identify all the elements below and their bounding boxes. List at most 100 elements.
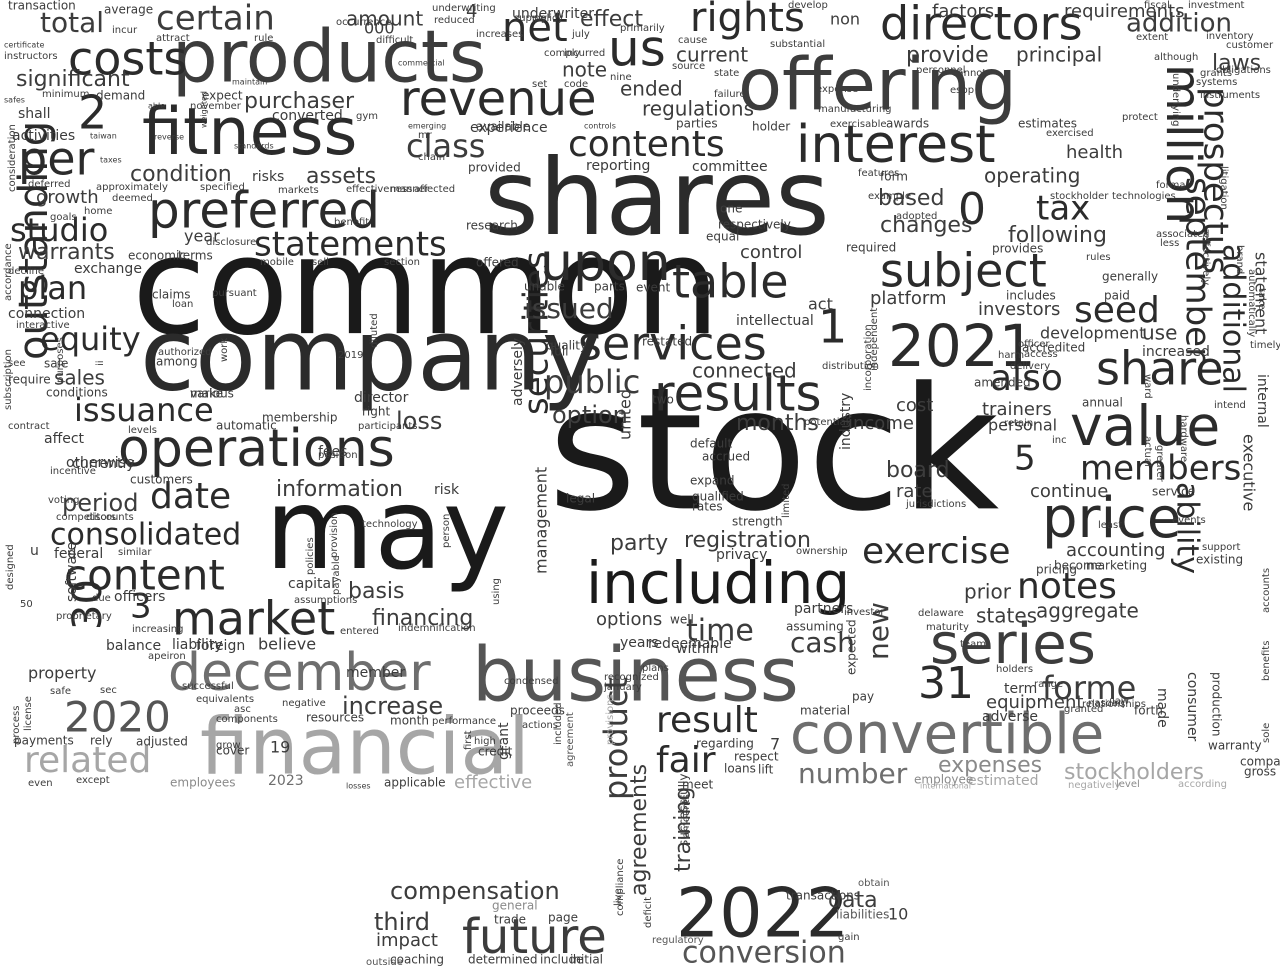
word-2023: 2023: [268, 773, 304, 789]
word-automatic: automatic: [216, 419, 277, 433]
word-include: include: [540, 953, 583, 967]
word-section: section: [384, 257, 420, 268]
word-according: according: [1178, 779, 1227, 790]
word-increased: increased: [1142, 344, 1210, 360]
word-amount: amount: [346, 7, 423, 31]
word-person: person: [441, 514, 452, 548]
word-lift: lift: [758, 763, 774, 777]
word-transaction: transaction: [8, 0, 76, 13]
word-respect: respect: [734, 750, 779, 764]
word-risks: risks: [252, 169, 284, 185]
word-proprietary: proprietary: [56, 611, 112, 622]
word-manufacturing: manufacturing: [818, 104, 892, 115]
word-fair: fair: [656, 740, 716, 781]
word-continue: continue: [1030, 481, 1108, 502]
word-investment: investment: [1188, 0, 1245, 11]
word-investor: investor: [844, 607, 885, 618]
word-outside: outside: [366, 957, 403, 968]
word-forth: forth: [1134, 704, 1163, 718]
word-stockholder: stockholder: [1050, 191, 1109, 202]
word-production: production: [1210, 672, 1224, 736]
word-forme: forme: [1042, 669, 1136, 707]
word-apeiron: apeiron: [148, 651, 186, 662]
word-1: 1: [818, 300, 847, 354]
word-markets: markets: [278, 185, 319, 196]
word-applicable: applicable: [384, 776, 446, 790]
word-loss: loss: [396, 407, 442, 435]
word-consumer: consumer: [1184, 672, 1200, 742]
word-share: share: [1096, 342, 1224, 396]
word-industry: industry: [838, 393, 854, 450]
word-equivalents: equivalents: [196, 694, 254, 705]
word-retain: retain: [1004, 418, 1033, 429]
word-contract: contract: [8, 421, 50, 432]
word-approximately: approximately: [96, 182, 168, 193]
word-customer: customer: [1226, 40, 1274, 51]
word-equal: equal: [706, 230, 739, 244]
word-successful: successful: [182, 681, 234, 692]
word-estimates: estimates: [1018, 117, 1077, 131]
word-adversely: adversely: [510, 338, 526, 406]
word-gross: gross: [1244, 765, 1276, 779]
word-capital: capital: [288, 576, 335, 592]
word-50: 50: [20, 599, 33, 610]
word-2019: 2019: [338, 350, 363, 361]
word-internal: internal: [1254, 374, 1270, 428]
word-cover: cover: [216, 744, 249, 758]
word-negatively: negatively: [1068, 780, 1121, 791]
word-control: control: [740, 242, 802, 263]
word-gain: gain: [838, 932, 860, 943]
word-intend: intend: [1214, 400, 1246, 411]
word-position: position: [318, 450, 358, 461]
word-30: 30: [65, 579, 111, 630]
word-expense: expense: [816, 84, 858, 95]
word-related: related: [24, 740, 151, 781]
word-value: value: [1070, 394, 1220, 458]
word-business: business: [472, 631, 799, 719]
word-pricing: pricing: [1036, 563, 1077, 577]
word-assets: assets: [306, 164, 376, 189]
word-trade: trade: [494, 913, 526, 927]
word-equipment: equipment: [986, 692, 1083, 713]
word-balance: balance: [106, 638, 161, 654]
word-credit: credit: [478, 745, 513, 759]
word-chain: chain: [418, 152, 445, 163]
word-public: public: [544, 363, 640, 401]
word-platform: platform: [870, 288, 946, 309]
word-companies: companies: [1240, 755, 1280, 769]
word-member: member: [346, 665, 405, 681]
word-less: less: [1160, 238, 1179, 249]
word-deemed: deemed: [112, 193, 153, 204]
word-including: including: [586, 549, 850, 617]
word-date: date: [150, 476, 231, 517]
word-first: first: [463, 730, 474, 750]
word-provision: provision: [329, 513, 340, 559]
word-emerging: emerging: [408, 122, 446, 131]
word-0: 0: [958, 184, 986, 235]
word-compliance: compliance: [615, 859, 626, 916]
word-rate: rate: [896, 481, 933, 502]
word-high: high: [474, 736, 496, 747]
word-sec: sec: [100, 685, 117, 696]
word-condensed: condensed: [504, 676, 559, 687]
word-subject: subject: [880, 244, 1047, 298]
word-certificate: certificate: [4, 41, 44, 50]
word-offered: offered: [476, 256, 519, 270]
word-policy: policy: [534, 13, 564, 24]
word-interactive: interactive: [16, 320, 70, 331]
word-decline: decline: [8, 266, 44, 277]
word-disclosure: disclosure: [206, 237, 256, 248]
word-within: within: [676, 641, 718, 657]
word-ownership: ownership: [796, 546, 848, 557]
word-adjusted: adjusted: [136, 735, 188, 749]
word-intellectual: intellectual: [736, 313, 814, 329]
word-discounts: discounts: [86, 512, 134, 523]
word-granted: granted: [1064, 704, 1103, 715]
word-reporting: reporting: [586, 158, 650, 174]
word-per: per: [18, 132, 95, 186]
word-research: research: [466, 219, 518, 233]
word-claims: claims: [152, 288, 191, 302]
word-indemnification: indemnification: [398, 623, 476, 634]
word-assumptions: assumptions: [294, 595, 357, 606]
word-includes: includes: [1006, 289, 1056, 303]
